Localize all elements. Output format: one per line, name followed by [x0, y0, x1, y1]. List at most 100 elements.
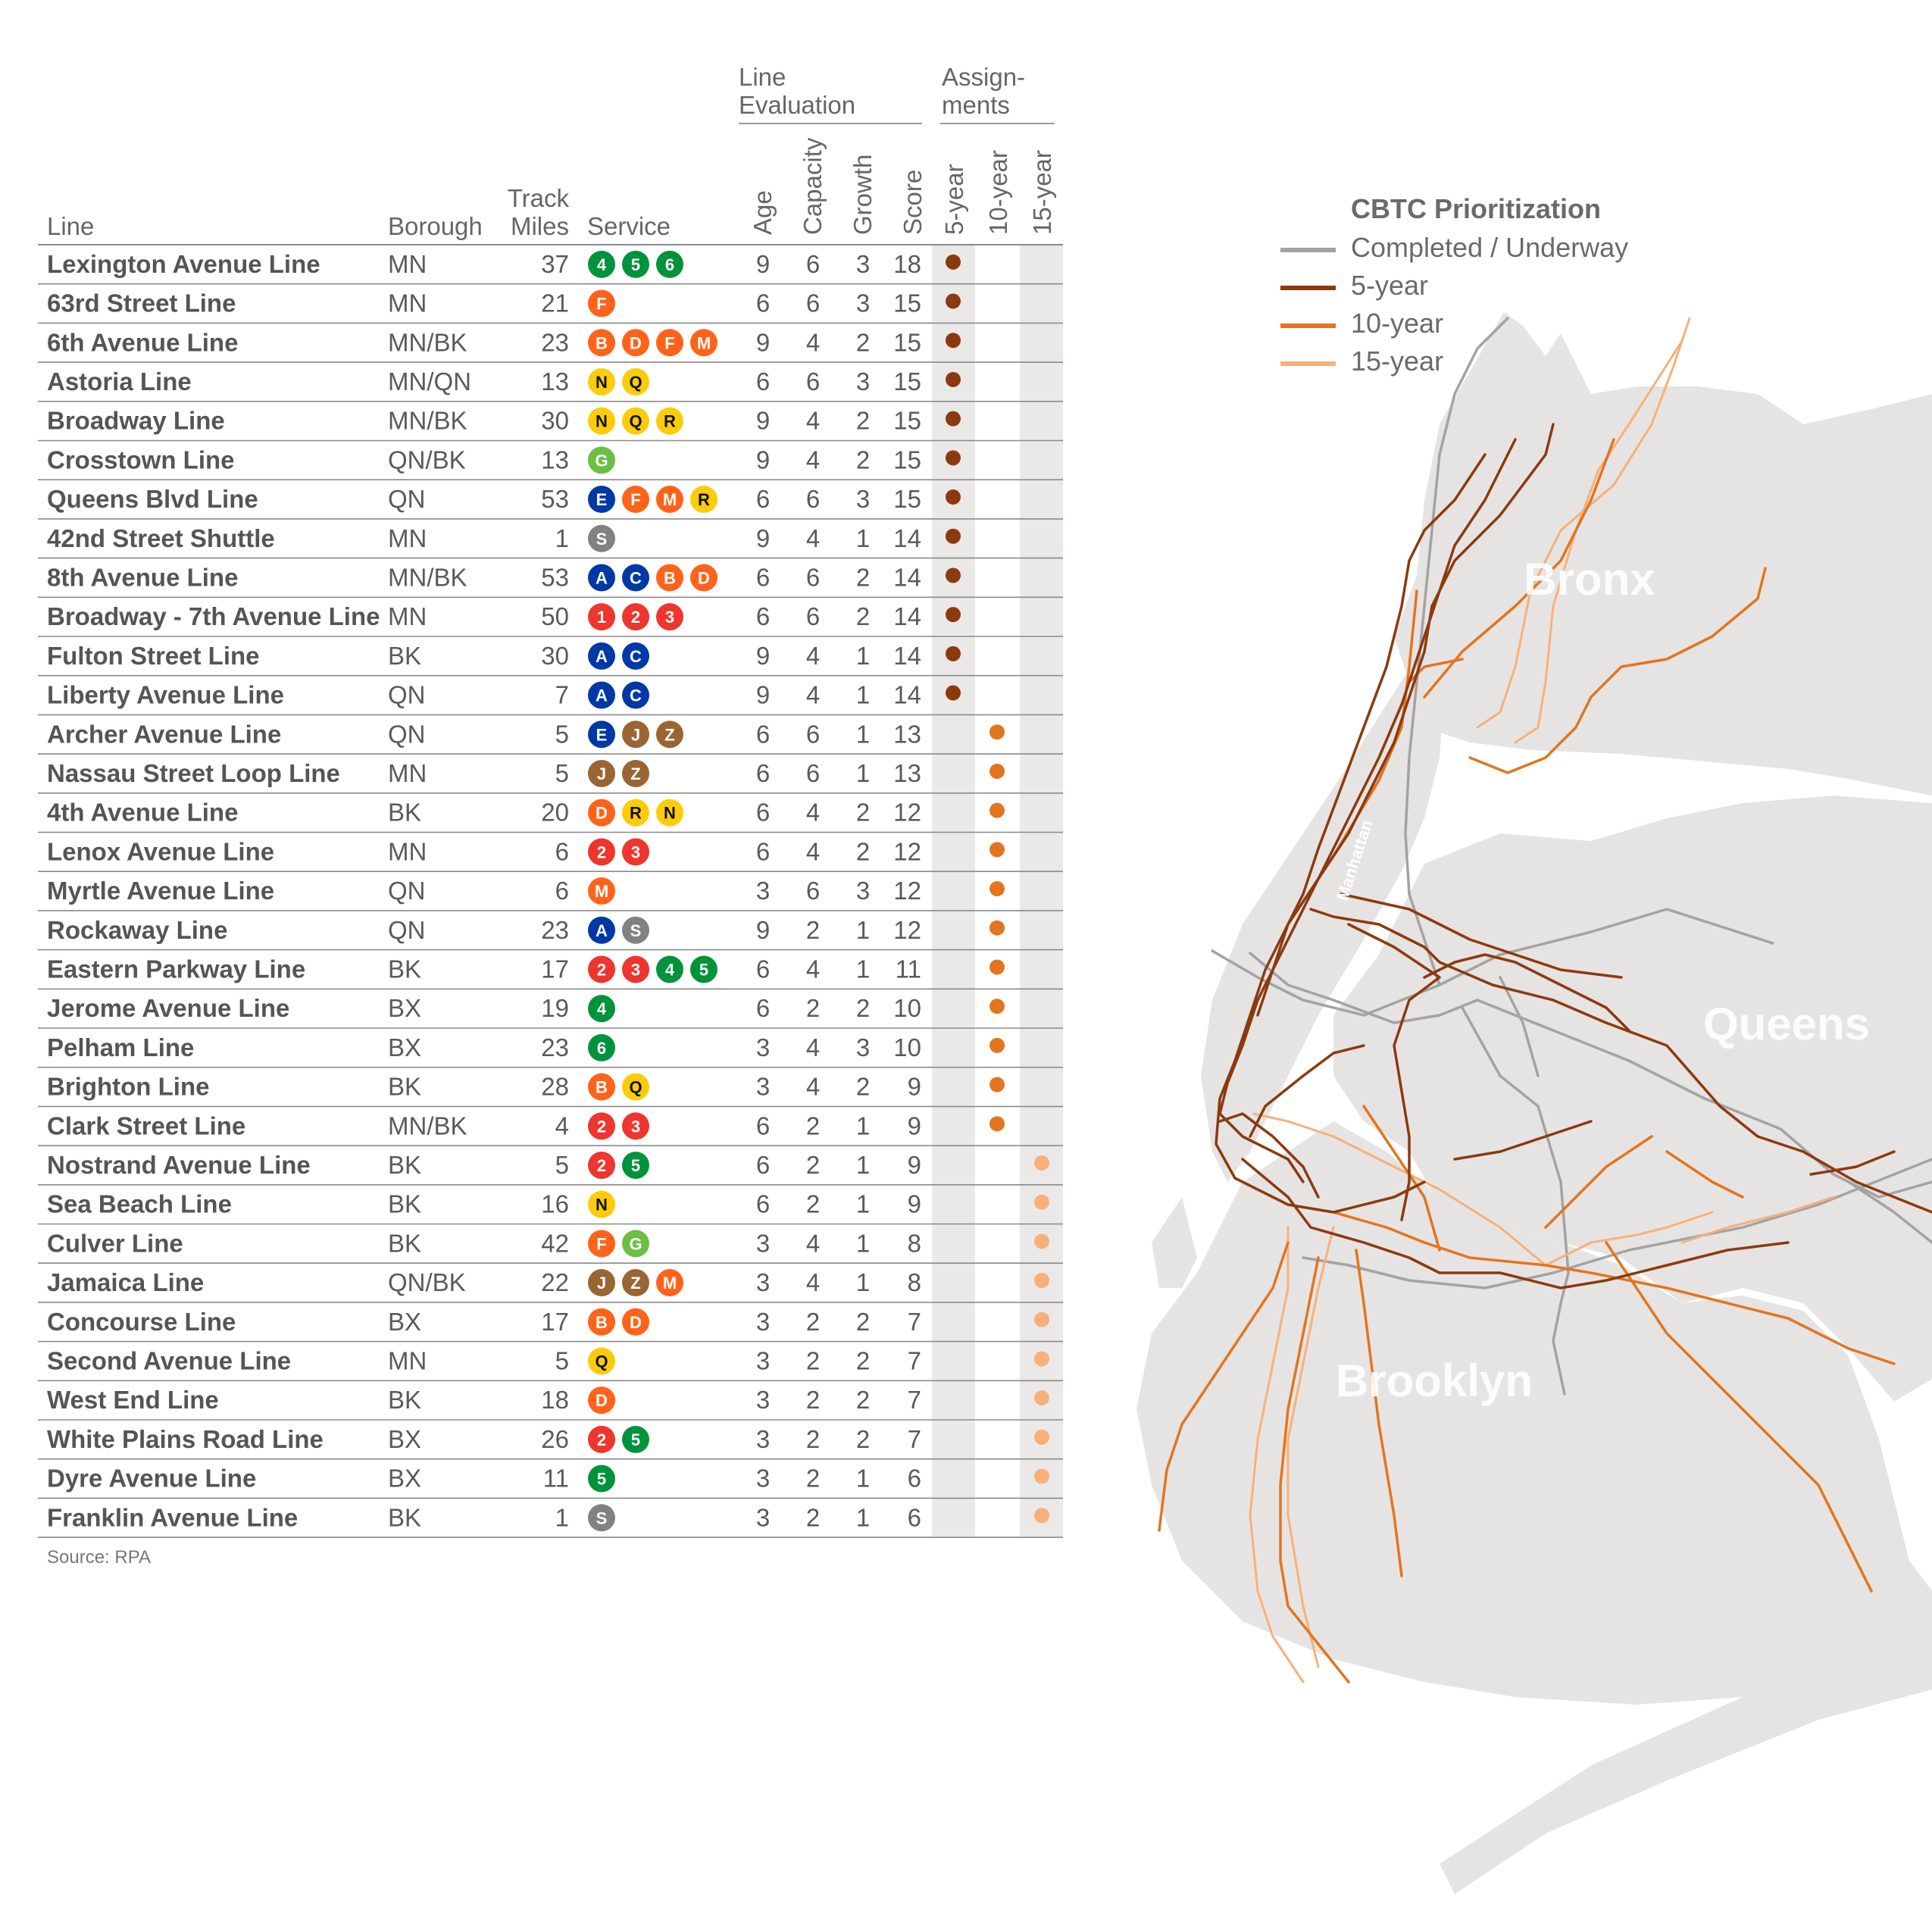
service-bullet-label: 3 [631, 843, 640, 861]
route-10-year-9 [1605, 1241, 1873, 1593]
growth-cell: 3 [856, 250, 870, 278]
service-bullet-label: 3 [631, 960, 640, 979]
capacity-cell: 4 [806, 955, 820, 983]
service-bullet [588, 486, 615, 514]
assignment-dot [1034, 1155, 1049, 1171]
table-row: 63rd Street Line MN 21 F 6 6 3 15 [38, 289, 1063, 324]
assignment-dot [1034, 1390, 1049, 1406]
borough-cell: BK [388, 1073, 421, 1101]
growth-cell: 1 [856, 1151, 870, 1179]
service-bullet [588, 995, 615, 1023]
service-bullet-label: G [629, 1234, 642, 1253]
assignment-dot [989, 999, 1005, 1014]
track-miles-cell: 1 [555, 524, 569, 552]
legend-label-5-year: 5-year [1351, 270, 1428, 301]
route-10-year-5 [1158, 1241, 1290, 1532]
staten-island-landmass [1152, 1197, 1197, 1288]
borough-cell: BX [388, 1033, 421, 1061]
table-row: 4th Avenue Line BK 20 D R N 6 4 2 12 [38, 799, 1063, 833]
borough-cell: BX [388, 1465, 421, 1493]
growth-cell: 2 [856, 1346, 870, 1374]
service-bullet [622, 1073, 649, 1101]
service-bullet [588, 916, 615, 944]
service-bullet-label: 4 [597, 255, 607, 274]
service-bullet [588, 1112, 615, 1140]
capacity-cell: 6 [806, 759, 820, 787]
track-miles-cell: 30 [541, 407, 569, 435]
age-cell: 3 [756, 1503, 770, 1531]
service-bullet-label: 2 [631, 608, 640, 627]
service-bullet-label: 5 [631, 255, 640, 274]
age-cell: 3 [756, 1033, 770, 1061]
service-bullet-label: A [596, 647, 608, 666]
borough-cell: MN/QN [388, 367, 471, 395]
service-bullet-label: D [630, 1313, 642, 1332]
service-bullet-label: Z [664, 725, 674, 744]
borough-cell: MN [388, 837, 427, 865]
service-bullet [622, 603, 649, 631]
route-10-year-8 [1332, 1211, 1896, 1365]
column-header-15-year: 15-year [1028, 150, 1056, 235]
score-cell: 12 [893, 916, 921, 944]
assignment-dot [1034, 1273, 1049, 1289]
capacity-cell: 4 [806, 524, 820, 552]
column-header-track-miles-1: Track [508, 184, 570, 212]
assignment-dot [989, 802, 1005, 818]
borough-cell: QN/BK [388, 1268, 466, 1296]
route-10-year-11 [1544, 1135, 1653, 1229]
route-10-year-6 [1279, 1256, 1350, 1683]
capacity-cell: 4 [806, 1229, 820, 1257]
route-completed-6 [1499, 976, 1540, 1077]
growth-cell: 1 [856, 1503, 870, 1531]
capacity-cell: 6 [806, 485, 820, 513]
track-miles-cell: 20 [541, 799, 569, 827]
service-bullet-label: Q [629, 1078, 642, 1097]
age-cell: 6 [756, 289, 770, 317]
group-header-evaluation-line1: Line [739, 63, 786, 91]
capacity-cell: 4 [806, 1073, 820, 1101]
borough-cell: MN/BK [388, 563, 467, 591]
service-bullet-label: 6 [665, 255, 674, 274]
column-header-score: Score [899, 170, 927, 235]
table-row: 6th Avenue Line MN/BK 23 B D F M 9 4 2 15 [38, 328, 1063, 363]
assignment-dot [946, 685, 961, 701]
score-cell: 6 [908, 1503, 921, 1531]
route-15-year-2 [1514, 339, 1683, 744]
score-cell: 14 [893, 563, 921, 591]
line-name: West End Line [47, 1386, 219, 1414]
table-row: Rockaway Line QN 23 A S 9 2 1 12 [38, 916, 1063, 951]
score-cell: 14 [893, 642, 921, 670]
track-miles-cell: 1 [555, 1503, 569, 1531]
track-miles-cell: 5 [555, 1151, 569, 1179]
age-cell: 6 [756, 1151, 770, 1179]
table-row: Sea Beach Line BK 16 N 6 2 1 9 [38, 1190, 1063, 1225]
track-miles-cell: 53 [541, 485, 569, 513]
age-cell: 6 [756, 837, 770, 865]
growth-cell: 2 [856, 837, 870, 865]
track-miles-cell: 11 [543, 1465, 569, 1493]
growth-cell: 2 [856, 799, 870, 827]
table-row: 42nd Street Shuttle MN 1 S 9 4 1 14 [38, 524, 1063, 559]
service-bullet [656, 603, 683, 631]
track-miles-cell: 22 [541, 1268, 569, 1296]
service-bullet [622, 329, 649, 357]
service-bullet-label: 1 [597, 608, 606, 627]
route-10-year-2 [1468, 567, 1767, 774]
growth-cell: 1 [856, 1268, 870, 1296]
track-miles-cell: 5 [555, 720, 569, 748]
assignment-dot [989, 724, 1005, 740]
line-name: Broadway Line [47, 407, 225, 435]
service-bullet [588, 681, 615, 709]
borough-cell: QN/BK [388, 445, 466, 474]
track-miles-cell: 42 [541, 1229, 569, 1257]
score-cell: 10 [893, 1033, 921, 1061]
table-row: Concourse Line BX 17 B D 3 2 2 7 [38, 1308, 1063, 1343]
borough-cell: BX [388, 1425, 421, 1453]
assignment-dot [1034, 1194, 1049, 1210]
service-bullet-label: A [596, 568, 608, 587]
assignment-dot [989, 920, 1005, 936]
score-cell: 8 [908, 1229, 921, 1257]
assignment-dot [946, 646, 961, 661]
line-name: Crosstown Line [47, 445, 235, 474]
